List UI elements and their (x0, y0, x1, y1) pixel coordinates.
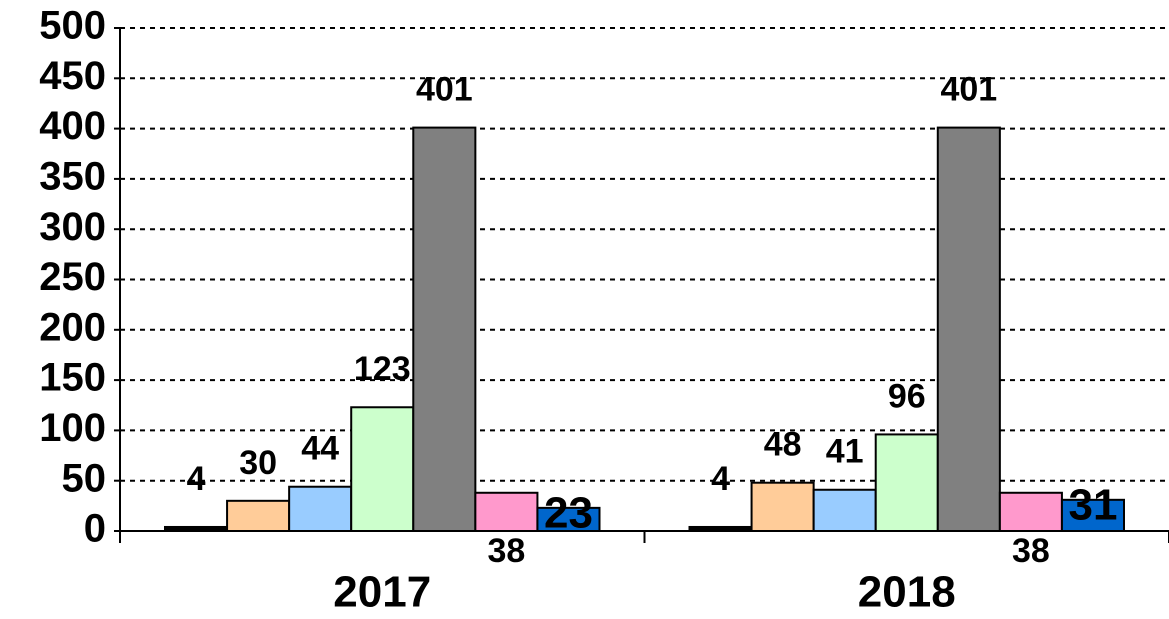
data-label: 38 (487, 532, 525, 570)
x-tick-label: 2018 (858, 568, 956, 617)
data-label: 4 (187, 460, 206, 498)
bar (688, 525, 753, 533)
data-label: 44 (301, 430, 339, 468)
data-label: 31 (1068, 480, 1117, 529)
data-label: 401 (416, 71, 473, 109)
y-tick-label: 400 (39, 104, 106, 148)
data-label: 41 (826, 433, 864, 471)
y-tick-label: 250 (39, 255, 106, 299)
data-label: 30 (239, 444, 277, 482)
bar (1060, 498, 1126, 532)
y-tick-label: 0 (84, 507, 106, 551)
x-tick-label: 2017 (333, 568, 431, 617)
bar (350, 406, 415, 532)
bar (998, 491, 1063, 533)
y-tick-label: 200 (39, 305, 106, 349)
y-tick-label: 500 (39, 4, 106, 48)
data-label: 48 (764, 426, 802, 464)
y-tick-label: 100 (39, 406, 106, 450)
bar (874, 433, 939, 533)
data-label: 123 (354, 350, 411, 388)
bar (936, 126, 1001, 533)
bar (474, 491, 539, 533)
bar (226, 499, 291, 533)
y-tick-label: 50 (62, 456, 107, 500)
bar (412, 126, 477, 533)
y-tick-label: 350 (39, 154, 106, 198)
data-label: 96 (888, 377, 926, 415)
y-tick-label: 300 (39, 205, 106, 249)
data-label: 23 (544, 488, 593, 537)
bar (164, 525, 229, 533)
bar (750, 481, 815, 533)
bar (288, 485, 353, 532)
data-label: 38 (1012, 532, 1050, 570)
data-label: 401 (940, 71, 997, 109)
y-tick-label: 450 (39, 54, 106, 98)
bar (536, 506, 601, 532)
y-tick-label: 150 (39, 356, 106, 400)
data-label: 4 (711, 460, 730, 498)
bar (812, 488, 877, 532)
